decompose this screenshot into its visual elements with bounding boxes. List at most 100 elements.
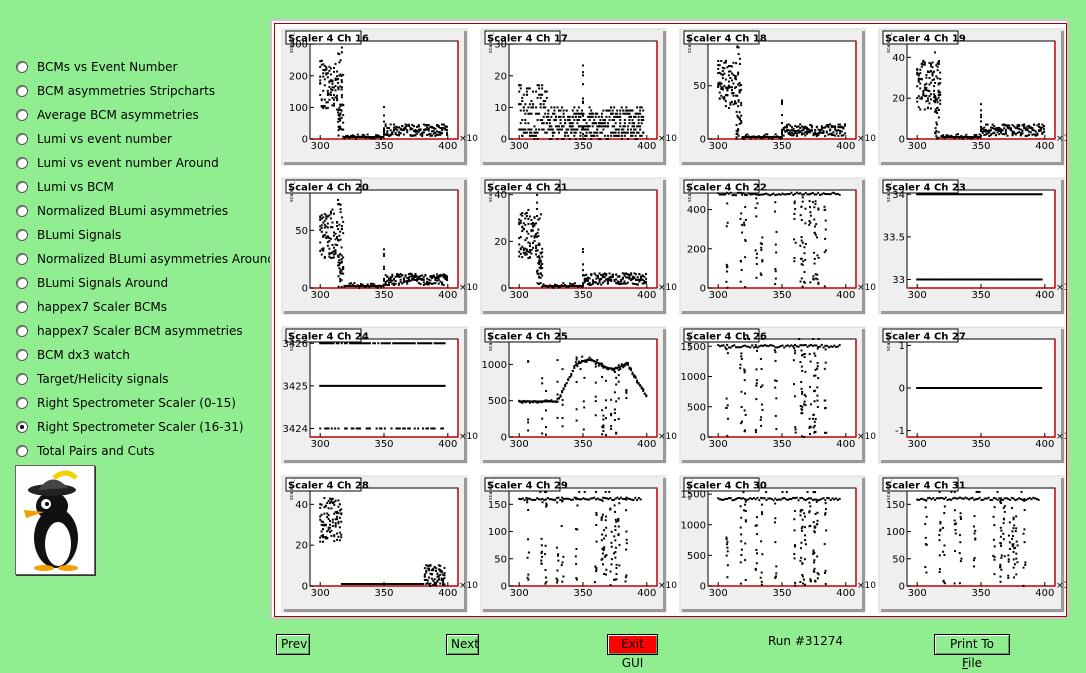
radio-button[interactable]: [16, 277, 28, 289]
plot-point: [326, 222, 329, 225]
plot-canvas[interactable]: Scaler 4 Ch 16 scaler4_ 300 350 400 0 100 200 30…: [274, 23, 1067, 617]
plot-point: [1041, 132, 1044, 135]
plot-point: [970, 137, 973, 140]
plot-point: [732, 74, 735, 77]
plot-point: [1024, 134, 1027, 137]
radio-button[interactable]: [16, 229, 28, 241]
plot-point: [443, 384, 446, 387]
print-to-file-button[interactable]: Print To File: [934, 634, 1010, 670]
plot-point: [328, 247, 331, 250]
plot-option-14[interactable]: Right Spectrometer Scaler (0-15): [12, 391, 270, 415]
plot-point: [825, 130, 828, 133]
plot-point: [1000, 278, 1003, 281]
plot-point: [834, 126, 837, 129]
plot-point: [544, 284, 547, 287]
plot-option-12[interactable]: BCM dx3 watch: [12, 343, 270, 367]
plot-option-1[interactable]: BCM asymmetries Stripcharts: [12, 79, 270, 103]
plot-option-2[interactable]: Average BCM asymmetries: [12, 103, 270, 127]
plot-point: [582, 269, 584, 272]
plot-point: [941, 193, 944, 196]
plot-point: [407, 276, 410, 279]
plot-point: [583, 274, 586, 277]
radio-button[interactable]: [16, 205, 28, 217]
plot-option-5[interactable]: Lumi vs BCM: [12, 175, 270, 199]
plot-point: [931, 193, 934, 196]
plot-title: Scaler 4 Ch 23: [885, 183, 966, 194]
prev-button[interactable]: Prev: [276, 634, 310, 655]
plot-option-7[interactable]: BLumi Signals: [12, 223, 270, 247]
plot-option-3[interactable]: Lumi vs event number: [12, 127, 270, 151]
plot-point: [1023, 498, 1026, 501]
radio-button[interactable]: [16, 421, 28, 433]
next-button[interactable]: Next: [446, 634, 479, 655]
plot-option-15[interactable]: Right Spectrometer Scaler (16-31): [12, 415, 270, 439]
plot-option-13[interactable]: Target/Helicity signals: [12, 367, 270, 391]
radio-button[interactable]: [16, 325, 28, 337]
radio-button[interactable]: [16, 133, 28, 145]
plot-point: [824, 512, 827, 515]
plot-point: [795, 191, 798, 194]
plot-point: [424, 282, 427, 285]
plot-point: [938, 568, 941, 571]
plot-option-10[interactable]: happex7 Scaler BCMs: [12, 295, 270, 319]
plot-point: [556, 397, 559, 400]
plot-option-4[interactable]: Lumi vs event number Around: [12, 151, 270, 175]
plot-point: [617, 417, 620, 420]
radio-button[interactable]: [16, 157, 28, 169]
radio-button[interactable]: [16, 109, 28, 121]
plot-point: [595, 570, 598, 573]
plot-point: [590, 109, 593, 112]
plot-point: [933, 70, 936, 73]
plot-option-11[interactable]: happex7 Scaler BCM asymmetries: [12, 319, 270, 343]
plot-point: [370, 583, 373, 586]
plot-option-0[interactable]: BCMs vs Event Number: [12, 55, 270, 79]
radio-button[interactable]: [16, 181, 28, 193]
radio-button[interactable]: [16, 445, 28, 457]
plot-point: [599, 119, 602, 122]
radio-button[interactable]: [16, 61, 28, 73]
plot-option-16[interactable]: Total Pairs and Cuts: [12, 439, 270, 463]
plot-title: Scaler 4 Ch 31: [885, 481, 966, 492]
plot-point: [801, 344, 804, 347]
plot-point: [428, 567, 431, 570]
radio-button[interactable]: [16, 373, 28, 385]
plot-point: [329, 497, 332, 500]
plot-point: [538, 243, 541, 246]
plot-option-6[interactable]: Normalized BLumi asymmetries: [12, 199, 270, 223]
radio-button[interactable]: [16, 301, 28, 313]
plot-point: [429, 134, 432, 137]
exit-gui-button[interactable]: Exit GUI: [607, 634, 658, 670]
plot-option-9[interactable]: BLumi Signals Around: [12, 271, 270, 295]
radio-button[interactable]: [16, 397, 28, 409]
plot-point: [801, 196, 804, 199]
plot-point: [963, 135, 966, 138]
plot-point: [932, 497, 935, 500]
plot-point: [336, 244, 339, 247]
plot-point: [573, 365, 576, 368]
plot-point: [797, 345, 800, 348]
plot-point: [323, 255, 326, 258]
plot-point: [917, 95, 920, 98]
plot-point: [824, 126, 827, 129]
radio-button[interactable]: [16, 85, 28, 97]
radio-button[interactable]: [16, 349, 28, 361]
plot-point: [812, 390, 815, 393]
plot-option-8[interactable]: Normalized BLumi asymmetries Around: [12, 247, 275, 271]
radio-button[interactable]: [16, 253, 28, 265]
